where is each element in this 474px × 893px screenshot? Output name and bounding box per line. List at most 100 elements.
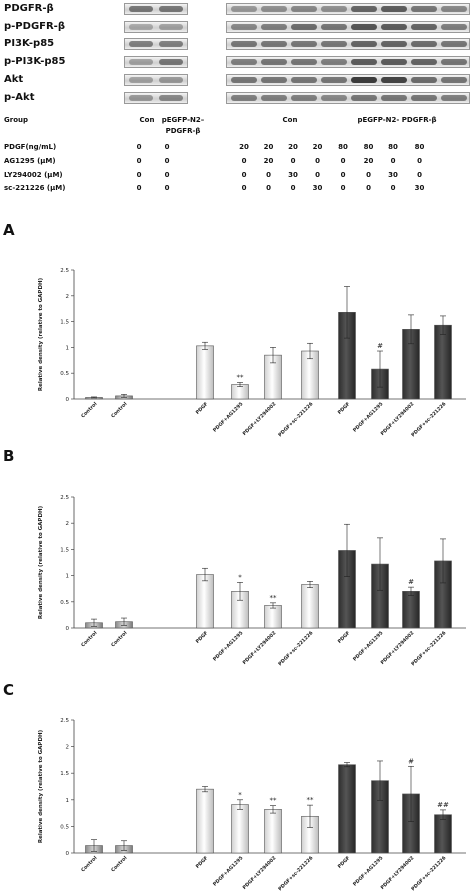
y-tick-label: 1	[66, 574, 70, 580]
blot-band	[351, 95, 377, 101]
category-label: PDGF+sc-221226	[410, 401, 448, 439]
group-con: Con	[139, 116, 155, 124]
category-label: PDGF	[195, 630, 210, 645]
blot-band	[261, 6, 287, 12]
treatment-cell: 0	[136, 171, 142, 179]
y-tick-label: 0	[66, 626, 70, 632]
y-tick-label: 2	[66, 294, 70, 300]
treatment-cell: 0	[164, 171, 170, 179]
blot-band	[351, 24, 377, 30]
y-tick-label: 1.5	[60, 771, 69, 777]
category-label: PDGF+LY294002	[242, 630, 278, 666]
bar	[301, 584, 319, 629]
treatment-cell: 0	[136, 157, 142, 165]
category-label: PDGF+LY294002	[380, 855, 416, 891]
treatment-cell: 0	[390, 157, 396, 165]
treatment-row-label: PDGF(ng/mL)	[4, 143, 57, 151]
category-label: PDGF	[337, 630, 352, 645]
treatment-cell: 30	[414, 184, 425, 192]
significance-marker: **	[307, 796, 315, 804]
blot-band	[261, 77, 287, 83]
blot-band	[129, 24, 153, 30]
category-label: PDGF	[337, 401, 352, 416]
bar	[264, 809, 282, 854]
treatment-cell: 0	[136, 143, 142, 151]
blot-band	[129, 59, 153, 65]
blot-band	[351, 6, 377, 12]
significance-marker: #	[408, 757, 414, 765]
treatment-cell: 0	[366, 171, 371, 179]
bar	[231, 804, 249, 854]
blot-band	[159, 41, 183, 47]
blot-strip-right	[226, 21, 470, 33]
y-tick-label: 0	[66, 397, 70, 403]
blot-band	[441, 77, 467, 83]
western-blot-figure: PDGFR-β p-PDGFR-β PI3K-p85 p-PI3K-p85 Ak…	[0, 0, 474, 192]
treatment-cell: 30	[388, 171, 398, 179]
blot-band	[441, 59, 467, 65]
blot-band	[411, 77, 437, 83]
category-label: PDGF	[195, 855, 210, 870]
treatment-cell: 0	[164, 143, 170, 151]
category-label: PDGF+LY294002	[380, 401, 416, 437]
y-tick-label: 2.5	[60, 495, 69, 501]
category-label: PDGF+sc-221226	[410, 630, 448, 668]
blot-band	[159, 95, 183, 101]
bar	[434, 324, 452, 400]
group-right-con: Con	[282, 116, 298, 124]
category-label: PDGF+AG1295	[352, 855, 384, 887]
y-tick-label: 1.5	[60, 320, 69, 326]
category-label: PDGF+sc-221226	[277, 630, 315, 668]
blot-band	[291, 95, 317, 101]
blot-band	[291, 6, 317, 12]
blot-band	[129, 41, 153, 47]
bar	[402, 591, 420, 629]
significance-marker: **	[270, 594, 278, 602]
blot-label-pi3k: PI3K-p85	[4, 38, 55, 49]
y-tick-label: 0.5	[60, 824, 69, 830]
blot-band	[321, 6, 347, 12]
treatment-cell: 0	[390, 184, 396, 192]
blot-band	[441, 24, 467, 30]
significance-marker: **	[237, 373, 245, 381]
blot-band	[129, 95, 153, 101]
blot-band	[159, 59, 183, 65]
bar	[196, 574, 214, 629]
y-tick-label: 0.5	[60, 600, 69, 606]
blot-strip-left	[124, 92, 188, 104]
category-label: PDGF+AG1295	[352, 630, 384, 662]
treatment-cell: 0	[164, 157, 170, 165]
blot-band	[411, 6, 437, 12]
y-tick-label: 2.5	[60, 268, 69, 274]
category-label: PDGF+AG1295	[212, 401, 244, 433]
blot-band	[441, 95, 467, 101]
blot-band	[321, 41, 347, 47]
blot-strip-right	[226, 3, 470, 15]
blot-band	[381, 6, 407, 12]
category-label: Control	[80, 401, 99, 420]
blot-band	[231, 59, 257, 65]
category-label: PDGF	[337, 855, 352, 870]
blot-band	[321, 77, 347, 83]
treatment-cell: 0	[417, 157, 422, 165]
treatment-cell: 0	[136, 184, 142, 192]
treatment-cell: 0	[340, 184, 346, 192]
blot-band	[231, 6, 257, 12]
treatment-cell: 30	[288, 171, 298, 179]
blot-band	[261, 41, 287, 47]
significance-marker: *	[238, 573, 242, 581]
treatment-cell: 20	[263, 143, 274, 151]
group-pegfp-2: PDGFR-β	[165, 127, 201, 135]
bar	[196, 788, 214, 854]
blot-band	[411, 41, 437, 47]
treatment-cell: 80	[338, 143, 348, 151]
treatment-row-label: AG1295 (μM)	[4, 157, 56, 165]
treatment-cell: 80	[414, 143, 425, 151]
blot-band	[351, 59, 377, 65]
category-label: PDGF+AG1295	[352, 401, 384, 433]
blot-strip-right	[226, 74, 470, 86]
blot-band	[231, 24, 257, 30]
treatment-row-label: sc-221226 (μM)	[4, 184, 66, 192]
treatment-cell: 80	[363, 143, 374, 151]
y-axis-label: Relative density (relative to GAPDH)	[38, 277, 44, 391]
